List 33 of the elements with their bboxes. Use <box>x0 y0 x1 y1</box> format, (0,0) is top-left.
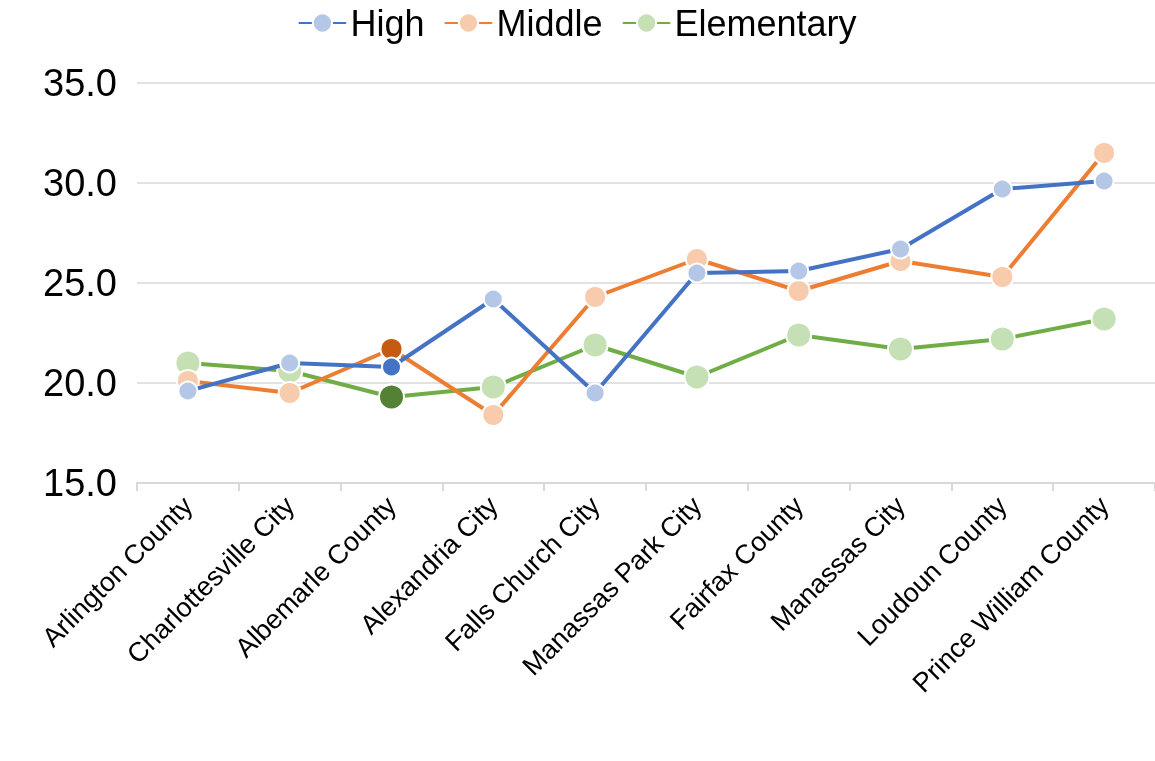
point <box>584 382 606 404</box>
y-tick-label: 15.0 <box>43 462 117 504</box>
legend-label: High <box>350 2 425 44</box>
legend-label: Elementary <box>674 2 857 44</box>
point <box>583 285 608 309</box>
point <box>890 238 911 260</box>
point <box>479 373 507 401</box>
point <box>887 335 914 363</box>
point <box>1093 170 1115 192</box>
point <box>686 262 708 284</box>
point <box>991 178 1013 200</box>
point <box>381 356 402 378</box>
y-tick-label: 30.0 <box>43 162 117 204</box>
y-tick-label: 20.0 <box>43 362 117 404</box>
point <box>988 325 1016 353</box>
point <box>378 383 405 411</box>
point <box>482 288 504 310</box>
point <box>786 279 811 303</box>
y-tick-label: 25.0 <box>43 262 117 304</box>
point <box>481 403 506 427</box>
point <box>683 363 711 391</box>
y-tick-label: 35.0 <box>43 62 117 104</box>
point <box>277 381 302 405</box>
point <box>1092 141 1117 165</box>
point <box>581 331 609 359</box>
point <box>788 260 810 282</box>
point <box>1090 305 1118 333</box>
point <box>177 380 199 402</box>
legend-label: Middle <box>496 2 603 44</box>
point <box>279 352 301 374</box>
point <box>379 337 404 361</box>
point <box>990 265 1015 289</box>
point <box>785 321 813 349</box>
